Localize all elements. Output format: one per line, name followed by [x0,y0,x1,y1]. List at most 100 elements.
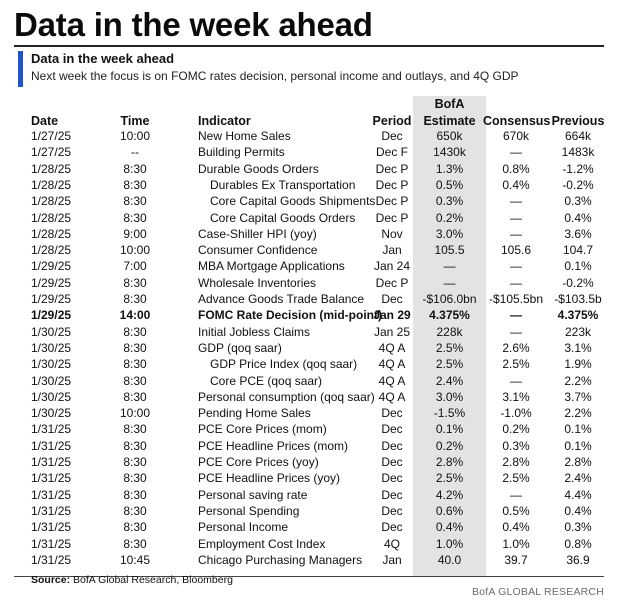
column-header-estimate: Estimate [423,114,476,128]
cell-indicator: MBA Mortgage Applications [198,259,345,274]
cell-indicator: Consumer Confidence [198,243,318,258]
cell-consensus: 0.8% [502,161,530,176]
cell-time: 10:00 [119,406,151,421]
cell-date: 1/28/25 [31,177,72,192]
table-row: 1/28/25 8:30 Core Capital Goods Shipments D… [0,193,620,209]
table-row: 1/28/25 8:30 Core Capital Goods Orders Dec … [0,210,620,226]
cell-previous: 2.2% [564,406,592,421]
cell-consensus: — [510,324,522,339]
cell-estimate: 4.375% [429,308,470,323]
source-text: BofA Global Research, Bloomberg [70,574,233,586]
source-note: Source: BofA Global Research, Bloomberg [31,574,233,586]
cell-indicator: Case-Shiller HPI (yoy) [198,226,317,241]
cell-previous: -0.2% [562,177,594,192]
table-row: 1/28/25 9:00 Case-Shiller HPI (yoy) Nov 3.0%… [0,226,620,242]
cell-date: 1/31/25 [31,487,72,502]
cell-estimate: 3.0% [435,226,464,241]
cell-date: 1/27/25 [31,145,72,160]
table-row: 1/31/25 8:30 PCE Core Prices (mom) Dec 0.1% 0… [0,421,620,437]
cell-date: 1/29/25 [31,275,72,290]
cell-period: Dec P [375,275,409,290]
cell-estimate: 105.5 [434,243,465,258]
cell-indicator: Personal Spending [198,503,300,518]
cell-period: Nov [381,226,403,241]
cell-indicator: GDP (qoq saar) [198,340,282,355]
cell-date: 1/31/25 [31,438,72,453]
cell-indicator: GDP Price Index (qoq saar) [210,357,358,372]
cell-indicator: Chicago Purchasing Managers [198,552,363,567]
cell-time: 8:30 [123,455,147,469]
cell-time: 10:45 [119,552,151,567]
cell-estimate: 1.3% [435,161,464,176]
table-row: 1/30/25 8:30 GDP (qoq saar) 4Q A 2.5% 2.6% 3.1… [0,340,620,356]
cell-estimate: 2.5% [435,357,464,372]
cell-time: 8:30 [123,177,147,192]
cell-estimate: 228k [436,324,463,339]
cell-previous: 664k [564,129,592,143]
brand-mark: BofA GLOBAL RESEARCH [472,586,604,598]
cell-date: 1/31/25 [31,520,72,535]
cell-time: 8:30 [123,520,147,535]
cell-previous: -1.2% [562,161,594,176]
table-row: 1/31/25 8:30 PCE Headline Prices (yoy) Dec 2… [0,470,620,486]
cell-period: Dec [381,503,403,518]
table-row: 1/31/25 10:45 Chicago Purchasing Managers J… [0,552,620,568]
cell-date: 1/30/25 [31,357,72,372]
table-row: 1/28/25 8:30 Durable Goods Orders Dec P 1.3%… [0,161,620,177]
estimate-column-shade [413,96,486,576]
cell-period: Jan 25 [373,324,411,339]
cell-period: Dec [381,406,403,421]
cell-consensus: — [510,487,522,502]
cell-period: Jan [382,243,402,258]
cell-time: 14:00 [119,308,151,323]
cell-indicator: New Home Sales [198,129,291,143]
table-row: 1/31/25 8:30 Employment Cost Index 4Q 1.0% 1.… [0,536,620,552]
cell-estimate: — [443,275,456,290]
headline: Data in the week ahead [14,6,373,43]
cell-indicator: Core Capital Goods Orders [210,210,356,225]
cell-date: 1/30/25 [31,340,72,355]
cell-consensus: 2.5% [502,471,530,486]
cell-date: 1/28/25 [31,194,72,209]
cell-indicator: Personal saving rate [198,487,308,502]
cell-consensus: 2.5% [502,357,530,372]
panel-subtitle: Next week the focus is on FOMC rates dec… [31,69,519,83]
cell-consensus: — [510,373,522,388]
cell-indicator: Building Permits [198,145,285,160]
cell-indicator: Initial Jobless Claims [198,324,311,339]
cell-consensus: 2.8% [502,455,530,469]
column-header-time: Time [120,114,150,128]
cell-previous: -0.2% [562,275,594,290]
table-row: 1/28/25 10:00 Consumer Confidence Jan 105.5 1… [0,242,620,258]
cell-date: 1/31/25 [31,536,72,551]
cell-indicator: Personal consumption (qoq saar) [198,389,375,404]
cell-estimate: 40.0 [437,552,462,567]
cell-previous: 4.375% [557,308,599,323]
cell-consensus: 3.1% [502,389,530,404]
cell-estimate: 2.5% [435,471,464,486]
cell-previous: 104.7 [562,243,594,258]
cell-date: 1/28/25 [31,243,72,258]
cell-time: 8:30 [123,503,147,518]
cell-indicator: Personal Income [198,520,289,535]
cell-period: Dec [381,129,403,143]
cell-period: Dec P [375,194,409,209]
table-row: 1/31/25 8:30 PCE Core Prices (yoy) Dec 2.8% 2… [0,454,620,470]
table-row: 1/30/25 10:00 Pending Home Sales Dec -1.5% -1… [0,405,620,421]
cell-period: 4Q A [378,373,406,388]
cell-period: 4Q A [378,340,406,355]
cell-date: 1/30/25 [31,324,72,339]
cell-time: 8:30 [123,292,147,306]
cell-consensus: 105.6 [500,243,532,258]
cell-estimate: 2.5% [435,340,464,355]
cell-time: 8:30 [123,161,147,176]
cell-indicator: Core Capital Goods Shipments [210,194,376,209]
cell-estimate: — [443,259,456,274]
cell-indicator: Wholesale Inventories [198,275,317,290]
cell-period: Jan 24 [373,259,411,274]
cell-consensus: 1.0% [502,536,530,551]
cell-estimate: 2.4% [435,373,464,388]
cell-previous: 3.7% [564,389,592,404]
cell-date: 1/29/25 [31,308,72,323]
cell-period: 4Q [383,536,400,551]
